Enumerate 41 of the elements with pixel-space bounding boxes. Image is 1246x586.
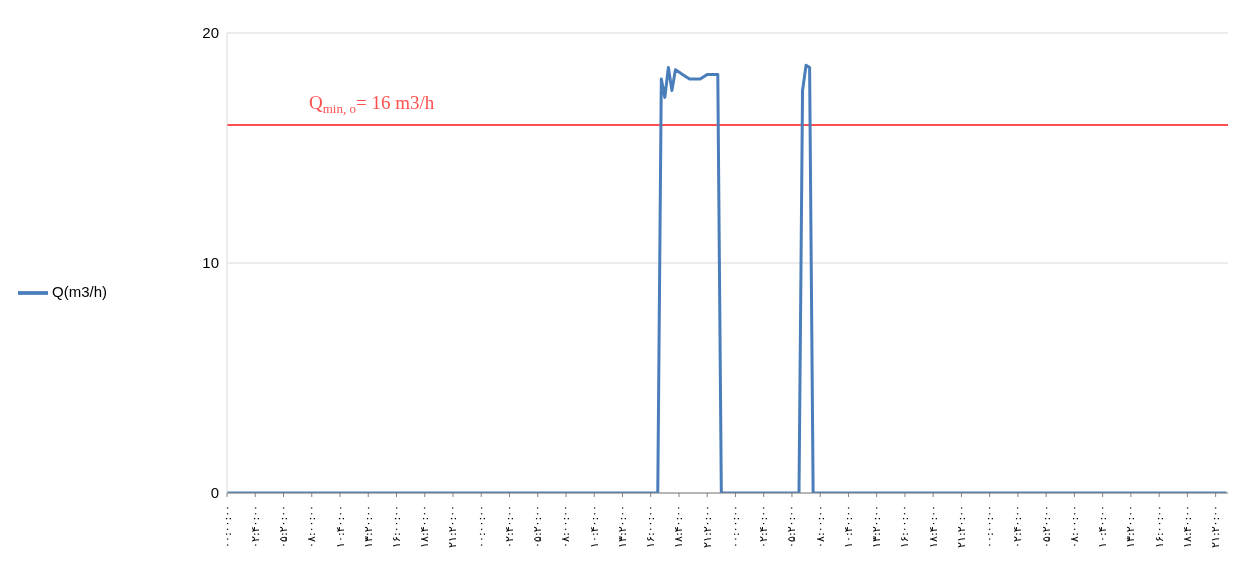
x-tick-label: ۰۸:۰۰:۰۰ [1067, 505, 1081, 548]
x-tick-label: ۱۰:۴۰:۰۰ [587, 505, 601, 548]
x-tick-label: ۰۰:۰۰:۰۰ [220, 505, 234, 548]
x-tick-label: ۱۸:۴۰:۰۰ [418, 505, 432, 548]
x-tick-label: ۲۱:۲۰:۰۰ [1209, 505, 1223, 548]
x-tick-label: ۱۳:۲۰:۰۰ [361, 505, 375, 548]
y-tick-label: 0 [210, 484, 220, 502]
x-tick-label: ۱۳:۲۰:۰۰ [1124, 505, 1138, 548]
x-tick-label: ۱۶:۰۰:۰۰ [389, 505, 403, 548]
x-tick-label: ۰۲:۴۰:۰۰ [502, 505, 516, 548]
x-tick-label: ۰۰:۰۰:۰۰ [728, 505, 742, 548]
x-tick-label: ۲۱:۲۰:۰۰ [954, 505, 968, 548]
x-tick-label: ۰۰:۰۰:۰۰ [474, 505, 488, 548]
x-tick-label: ۰۲:۴۰:۰۰ [1011, 505, 1025, 548]
x-tick-label: ۱۸:۴۰:۰۰ [672, 505, 686, 548]
x-tick-label: ۰۲:۴۰:۰۰ [248, 505, 262, 548]
x-tick-label: ۲۱:۲۰:۰۰ [700, 505, 714, 548]
x-tick-label: ۰۵:۲۰:۰۰ [277, 505, 291, 548]
x-tick-label: ۱۸:۴۰:۰۰ [1180, 505, 1194, 548]
x-tick-label: ۱۶:۰۰:۰۰ [644, 505, 658, 548]
x-tick-label: ۱۳:۲۰:۰۰ [870, 505, 884, 548]
y-tick-label: 10 [202, 254, 220, 272]
x-tick-label: ۱۸:۴۰:۰۰ [926, 505, 940, 548]
x-tick-label: ۱۳:۲۰:۰۰ [615, 505, 629, 548]
x-tick-label: ۰۲:۴۰:۰۰ [757, 505, 771, 548]
x-tick-label: ۲۱:۲۰:۰۰ [446, 505, 460, 548]
x-tick-label: ۰۰:۰۰:۰۰ [983, 505, 997, 548]
x-tick-label: ۰۸:۰۰:۰۰ [813, 505, 827, 548]
x-tick-label: ۱۶:۰۰:۰۰ [1152, 505, 1166, 548]
x-tick-label: ۰۵:۲۰:۰۰ [531, 505, 545, 548]
x-tick-label: ۱۰:۴۰:۰۰ [1096, 505, 1110, 548]
x-tick-label: ۱۰:۴۰:۰۰ [333, 505, 347, 548]
ref-line-label: Q$_{min, o}$= 16 m3/h [309, 92, 435, 116]
x-tick-label: ۱۰:۴۰:۰۰ [841, 505, 855, 548]
x-tick-label: ۰۸:۰۰:۰۰ [559, 505, 573, 548]
x-tick-label: ۰۵:۲۰:۰۰ [1039, 505, 1053, 548]
x-tick-label: ۰۵:۲۰:۰۰ [785, 505, 799, 548]
x-tick-label: ۱۶:۰۰:۰۰ [898, 505, 912, 548]
legend-label: Q(m3/h) [52, 282, 108, 300]
y-tick-label: 20 [202, 24, 220, 42]
x-tick-label: ۰۸:۰۰:۰۰ [305, 505, 319, 548]
